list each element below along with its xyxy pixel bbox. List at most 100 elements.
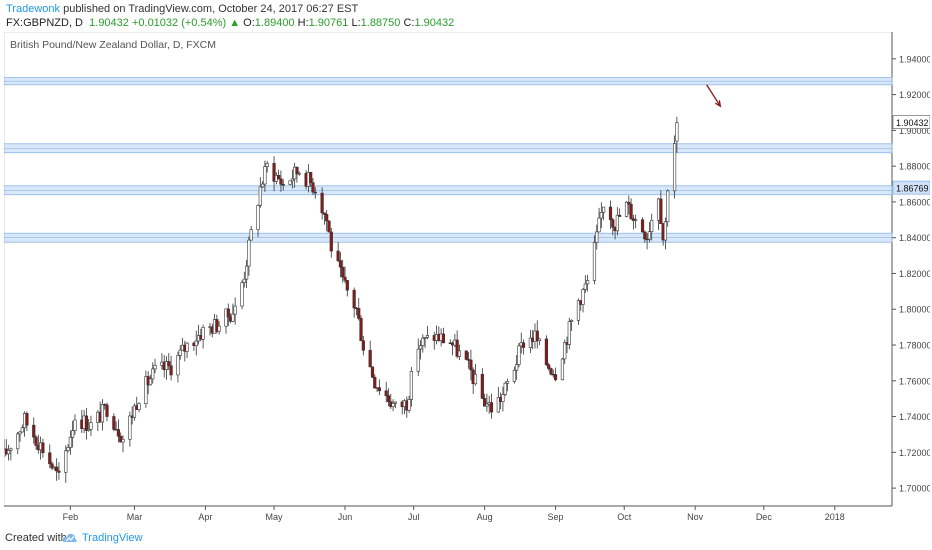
candle-body	[599, 211, 603, 219]
candle-body	[112, 416, 116, 430]
candle-body	[68, 436, 72, 448]
candle-body	[121, 439, 125, 443]
candle-body	[627, 201, 631, 205]
candle-body	[240, 282, 244, 307]
x-tick-label: Jun	[338, 512, 353, 522]
candle-body	[87, 429, 91, 431]
candle-body	[501, 394, 505, 402]
candle-body	[151, 368, 155, 380]
candle-body	[611, 219, 615, 228]
candle-body	[672, 143, 677, 192]
candle-body	[377, 387, 381, 392]
candle-body	[640, 219, 645, 233]
x-tick-label: Mar	[127, 512, 143, 522]
open-label: O:	[243, 17, 255, 29]
candle-body	[217, 325, 221, 332]
candle-body	[144, 376, 148, 405]
candle-body	[341, 266, 345, 278]
candle-body	[233, 305, 237, 315]
candle-body	[247, 239, 251, 267]
candle-body	[643, 231, 647, 240]
candle-body	[176, 355, 180, 376]
x-tick-label: 2018	[825, 512, 845, 522]
candle-body	[263, 166, 267, 185]
candle-body	[57, 470, 61, 473]
candle-body	[368, 349, 372, 368]
y-tick-label: 1.88000	[899, 162, 930, 172]
candle-body	[503, 382, 507, 395]
candle-body	[421, 337, 425, 346]
y-tick-label: 1.78000	[899, 341, 930, 351]
candle-body	[71, 430, 75, 438]
candle-body	[167, 361, 171, 367]
y-tick-label: 1.94000	[899, 54, 930, 64]
high-value: 1.90761	[308, 17, 349, 29]
candlestick-chart[interactable]: British Pound/New Zealand Dollar, D, FXC…	[4, 32, 930, 523]
chart-title: British Pound/New Zealand Dollar, D, FXC…	[10, 39, 216, 51]
candle-body	[663, 221, 668, 241]
y-tick-label: 1.74000	[899, 412, 930, 422]
candle-body	[66, 447, 70, 452]
candle-body	[629, 204, 633, 220]
candle-body	[569, 319, 574, 322]
candle-body	[137, 403, 141, 410]
candle-body	[485, 403, 489, 407]
candle-body	[441, 333, 446, 344]
candle-body	[309, 172, 313, 183]
tradingview-brand-link[interactable]: TradingView	[82, 532, 143, 544]
candle-body	[563, 342, 567, 360]
candle-body	[634, 219, 638, 221]
candle-body	[537, 338, 542, 341]
open-value: 1.89400	[254, 17, 295, 29]
candle-body	[258, 186, 262, 206]
candle-body	[311, 182, 315, 193]
candle-body	[592, 242, 597, 281]
candle-body	[650, 219, 654, 232]
candle-body	[279, 178, 283, 185]
candle-body	[185, 342, 189, 352]
candle-body	[416, 348, 420, 372]
y-tick-label: 1.92000	[899, 90, 930, 100]
created-with-text: Created with	[5, 532, 67, 544]
high-label: H:	[297, 17, 309, 29]
candle-body	[34, 436, 38, 446]
publish-info: Tradewonk published on TradingView.com, …	[6, 3, 358, 15]
candle-body	[469, 359, 473, 371]
published-text: published on TradingView.com, October 24…	[63, 3, 359, 15]
candle-body	[320, 192, 324, 214]
candle-body	[73, 419, 77, 431]
candle-body	[357, 308, 361, 319]
candle-body	[384, 390, 388, 396]
candle-body	[547, 364, 551, 369]
candle-body	[595, 231, 599, 243]
candle-body	[290, 178, 294, 182]
price-label: 1.90432	[896, 118, 929, 128]
candle-body	[423, 337, 427, 339]
x-tick-label: Apr	[198, 512, 212, 522]
candle-body	[455, 339, 459, 357]
candle-body	[89, 422, 93, 430]
x-tick-label: Sep	[548, 512, 564, 522]
candle-body	[116, 429, 121, 437]
candle-body	[602, 206, 606, 213]
annotation-arrow-head	[715, 100, 722, 108]
y-tick-label: 1.76000	[899, 376, 930, 386]
candle-body	[281, 184, 285, 186]
candle-body	[386, 395, 391, 402]
candle-body	[659, 198, 663, 224]
x-tick-label: Oct	[617, 512, 632, 522]
candle-body	[16, 433, 20, 450]
close-value: 1.90432	[414, 17, 455, 29]
chart-area[interactable]: British Pound/New Zealand Dollar, D, FXC…	[4, 32, 930, 523]
ohlc-legend: FX:GBPNZD, D 1.90432 +0.01032 (+0.54%) ▲…	[6, 17, 454, 29]
author-link[interactable]: Tradewonk	[6, 3, 61, 15]
candle-body	[169, 365, 173, 376]
candle-body	[249, 229, 253, 241]
candle-body	[256, 205, 260, 230]
candle-body	[84, 415, 88, 431]
candle-body	[336, 250, 340, 262]
candle-body	[148, 378, 153, 386]
candle-body	[297, 173, 301, 175]
candle-body	[567, 321, 571, 345]
candle-body	[272, 163, 276, 182]
